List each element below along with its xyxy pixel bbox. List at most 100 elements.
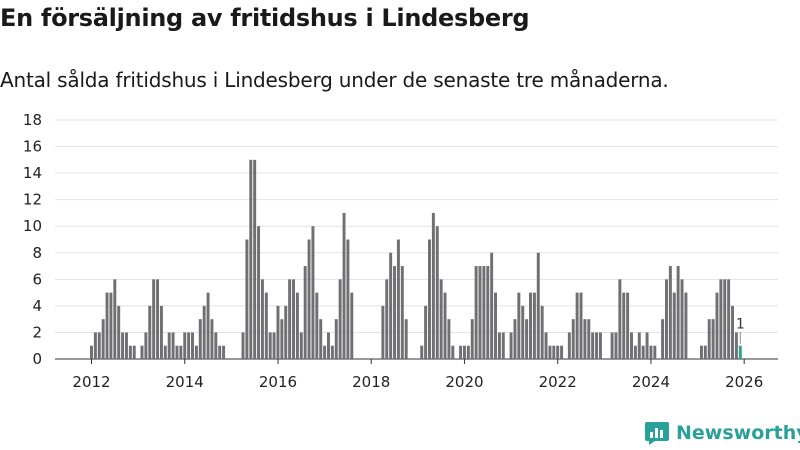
bar: [715, 292, 719, 359]
bar: [575, 292, 579, 359]
bar: [598, 332, 602, 359]
bar: [723, 279, 727, 359]
bar: [105, 292, 109, 359]
bar: [303, 266, 307, 359]
bar: [560, 345, 564, 359]
bar: [595, 332, 599, 359]
bar: [645, 332, 649, 359]
y-tick-label: 14: [23, 164, 42, 182]
bar: [132, 345, 136, 359]
bar: [167, 332, 171, 359]
bar: [649, 345, 653, 359]
bar: [101, 319, 105, 359]
chart-title: En försäljning av fritidshus i Lindesber…: [0, 4, 530, 32]
bar: [346, 239, 350, 359]
bar: [249, 159, 253, 359]
bar: [653, 345, 657, 359]
bar: [548, 345, 552, 359]
bar: [587, 319, 591, 359]
bar: [253, 159, 257, 359]
bar: [307, 239, 311, 359]
bar: [257, 226, 261, 359]
bar: [443, 292, 447, 359]
bar: [567, 332, 571, 359]
bar: [513, 319, 517, 359]
bar: [113, 279, 117, 359]
x-tick-label: 2024: [632, 373, 670, 391]
brand-name: Newsworthy: [676, 422, 800, 444]
bar: [707, 319, 711, 359]
bar: [245, 239, 249, 359]
x-tick-label: 2026: [725, 373, 763, 391]
bar: [699, 345, 703, 359]
bar: [474, 266, 478, 359]
bar: [264, 292, 268, 359]
annotations: 1: [736, 317, 745, 344]
bar: [97, 332, 101, 359]
bar: [389, 252, 393, 359]
bar: [447, 319, 451, 359]
bar: [731, 305, 735, 359]
bar: [171, 332, 175, 359]
bar: [163, 345, 167, 359]
bar: [676, 266, 680, 359]
bar: [711, 319, 715, 359]
bar: [428, 239, 431, 359]
x-axis: 2012 2014 2016 2018 2020 2022 2024 2026: [72, 359, 763, 391]
bar: [330, 345, 334, 359]
bar: [385, 279, 389, 359]
bar: [668, 266, 672, 359]
bar: [482, 266, 486, 359]
bar: [175, 345, 179, 359]
annotation-label: 1: [736, 317, 745, 333]
bar: [497, 332, 501, 359]
bar: [183, 332, 187, 359]
y-tick-label: 10: [23, 217, 42, 235]
brand-logo: Newsworthy: [644, 420, 800, 446]
bar: [529, 292, 532, 359]
bar: [633, 345, 637, 359]
y-tick-label: 0: [32, 350, 42, 368]
grid-lines: [55, 119, 778, 360]
bar: [121, 332, 125, 359]
bar: [459, 345, 463, 359]
bar: [571, 319, 575, 359]
bar: [299, 332, 303, 359]
bar: [194, 345, 198, 359]
x-tick-label: 2022: [539, 373, 577, 391]
bar: [128, 345, 132, 359]
bar: [260, 279, 264, 359]
y-tick-label: 12: [23, 191, 42, 209]
bar: [117, 305, 121, 359]
bar: [672, 292, 676, 359]
bar: [486, 266, 490, 359]
bar: [124, 332, 128, 359]
bar: [478, 266, 482, 359]
bar: [618, 279, 622, 359]
bar: [435, 226, 439, 359]
x-tick-label: 2016: [259, 373, 297, 391]
bar: [280, 319, 284, 359]
bar: [470, 319, 474, 359]
bar: [315, 292, 319, 359]
bar: [206, 292, 210, 359]
bar: [703, 345, 707, 359]
x-tick-label: 2014: [166, 373, 204, 391]
bar: [222, 345, 226, 359]
bar: [334, 319, 338, 359]
bar: [610, 332, 614, 359]
bar: [451, 345, 455, 359]
bar: [591, 332, 595, 359]
bar: [439, 279, 443, 359]
bar: [144, 332, 148, 359]
bar: [544, 332, 548, 359]
bar: [517, 292, 521, 359]
bar: [727, 279, 731, 359]
bar: [404, 319, 408, 359]
bar: [342, 212, 346, 359]
bar: [327, 332, 330, 359]
bar: [490, 252, 494, 359]
bar: [276, 305, 280, 359]
bar: [719, 279, 723, 359]
bar: [622, 292, 626, 359]
